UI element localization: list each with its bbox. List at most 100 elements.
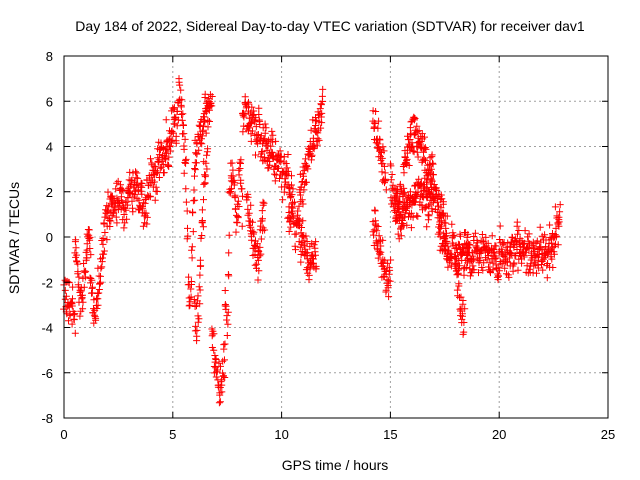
data-point — [495, 264, 503, 272]
data-point — [385, 277, 393, 285]
data-point — [198, 132, 206, 140]
data-point — [305, 271, 313, 279]
data-point — [287, 193, 295, 200]
data-point — [442, 219, 450, 227]
data-point — [313, 141, 321, 149]
data-point — [489, 259, 497, 267]
data-point — [388, 171, 396, 178]
data-point — [193, 150, 201, 158]
data-point — [218, 381, 226, 389]
data-point — [177, 103, 185, 111]
data-point — [225, 231, 233, 239]
data-point — [168, 128, 176, 136]
data-point — [172, 132, 180, 140]
data-point — [92, 316, 100, 324]
data-point — [541, 231, 549, 239]
data-point — [201, 94, 209, 101]
data-point — [231, 179, 239, 187]
data-point — [296, 243, 304, 251]
data-point — [539, 266, 547, 274]
data-point — [185, 302, 193, 310]
data-point — [203, 151, 211, 159]
data-point — [482, 233, 490, 241]
data-point — [80, 283, 88, 291]
data-point — [162, 116, 170, 124]
data-point — [294, 207, 302, 215]
data-point — [267, 142, 275, 150]
data-point — [303, 178, 310, 186]
data-point — [256, 252, 264, 260]
data-point — [74, 268, 82, 276]
data-point — [61, 286, 69, 294]
data-point — [536, 223, 544, 231]
data-point — [501, 264, 509, 272]
data-point — [231, 205, 239, 213]
data-point — [97, 272, 104, 280]
data-point — [235, 171, 243, 179]
data-point — [201, 180, 209, 188]
data-point — [445, 246, 453, 254]
data-point — [429, 160, 437, 168]
data-point — [104, 188, 112, 196]
data-point — [250, 228, 258, 236]
data-point — [503, 270, 510, 278]
data-point — [69, 295, 76, 303]
data-point — [182, 157, 189, 165]
data-point — [419, 187, 427, 195]
data-point — [539, 255, 547, 263]
data-point — [299, 217, 307, 225]
data-point — [514, 266, 522, 274]
data-point — [463, 233, 471, 241]
data-point — [318, 119, 326, 127]
data-point — [245, 209, 253, 217]
data-point — [134, 174, 142, 182]
data-point — [425, 212, 433, 220]
data-point — [381, 176, 389, 184]
data-point — [464, 230, 472, 238]
data-point — [551, 203, 559, 211]
data-point — [466, 272, 474, 280]
data-point — [240, 113, 248, 121]
data-point — [470, 266, 478, 274]
data-point — [142, 209, 150, 217]
data-point — [244, 193, 252, 201]
data-point — [397, 232, 405, 240]
data-point — [173, 108, 181, 115]
data-point — [67, 298, 75, 306]
data-point — [421, 174, 429, 182]
data-point — [138, 180, 146, 187]
data-point — [253, 240, 261, 248]
data-point — [292, 230, 300, 238]
data-point — [400, 169, 408, 177]
data-point — [469, 262, 477, 270]
data-point — [415, 127, 423, 135]
data-point — [79, 305, 87, 313]
data-point — [138, 190, 146, 198]
data-point — [381, 169, 389, 177]
data-point — [496, 236, 504, 243]
data-point — [406, 124, 414, 132]
data-point — [87, 251, 95, 259]
data-point — [252, 243, 260, 250]
data-point — [188, 281, 195, 288]
data-point — [101, 213, 109, 221]
data-point — [79, 291, 86, 299]
data-point — [110, 209, 118, 217]
data-point — [533, 269, 540, 277]
data-point — [377, 242, 385, 250]
data-point — [378, 154, 386, 162]
data-point — [234, 214, 242, 222]
data-point — [470, 256, 478, 264]
data-point — [137, 187, 145, 195]
data-point — [143, 220, 151, 228]
data-point — [387, 176, 395, 184]
data-point — [95, 289, 103, 297]
data-point — [132, 168, 139, 176]
data-point — [210, 346, 218, 354]
data-point — [258, 207, 266, 215]
data-point — [426, 189, 434, 197]
data-point — [195, 315, 203, 323]
data-point — [188, 254, 196, 262]
data-point — [122, 206, 130, 214]
